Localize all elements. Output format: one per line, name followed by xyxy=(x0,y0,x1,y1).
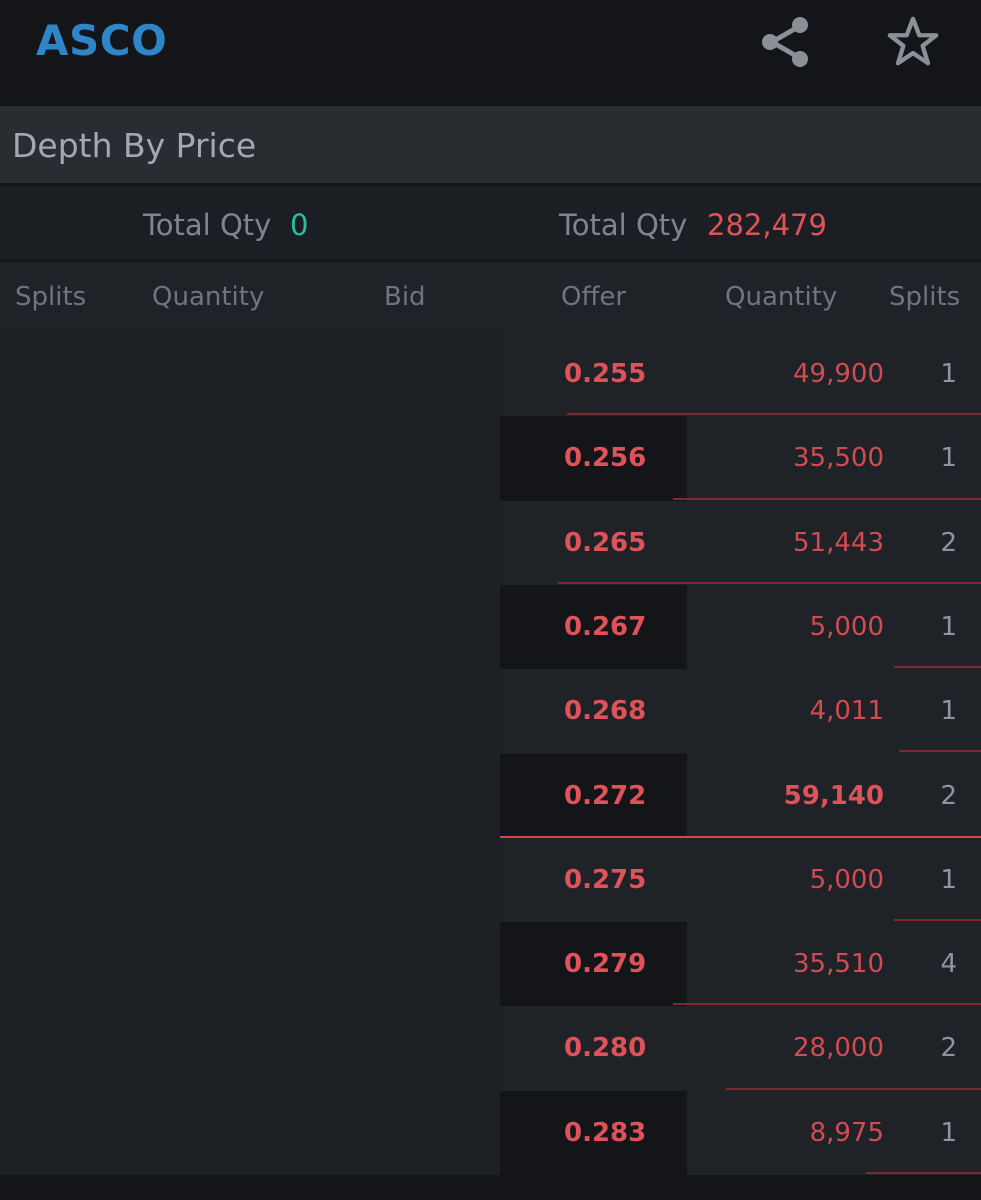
bid-quantity-header: Quantity xyxy=(152,282,265,312)
offer-price: 0.268 xyxy=(564,696,647,727)
offer-quantity-header: Quantity xyxy=(725,282,838,312)
offer-quantity-cell xyxy=(687,500,981,585)
bid-header: Bid xyxy=(384,282,426,312)
offer-quantity-cell xyxy=(687,584,981,670)
offer-price: 0.275 xyxy=(564,864,647,895)
offer-quantity: 28,000 xyxy=(793,1033,884,1064)
offer-price-cell xyxy=(500,669,687,754)
bid-splits-header: Splits xyxy=(15,282,87,312)
totals-bar: Total Qty 0 Total Qty 282,479 xyxy=(0,186,981,259)
offer-header: Offer xyxy=(561,282,627,312)
offer-splits-header: Splits xyxy=(889,282,961,312)
offer-splits: 1 xyxy=(940,1117,957,1148)
offer-depth-bar xyxy=(899,750,981,753)
footer-strip xyxy=(0,1175,981,1200)
offer-price-cell xyxy=(500,1006,687,1091)
offer-total-label: Total Qty xyxy=(559,208,688,242)
offer-depth-bar xyxy=(865,1171,981,1174)
offer-splits: 1 xyxy=(940,359,957,389)
offer-price: 0.267 xyxy=(564,611,647,642)
order-book: 0.255 49,900 1 0.256 35,500 1 0.265 51,443 2 0.26… xyxy=(0,332,981,1175)
share-button[interactable] xyxy=(758,14,814,70)
offer-row[interactable]: 0.268 4,011 1 xyxy=(500,669,981,754)
offer-quantity-cell xyxy=(687,1006,981,1091)
bid-total-label: Total Qty xyxy=(143,208,272,242)
offer-price: 0.279 xyxy=(564,949,647,980)
offer-row[interactable]: 0.283 8,975 1 xyxy=(500,1090,981,1175)
offer-price-cell xyxy=(500,416,687,501)
offer-price-cell xyxy=(500,922,687,1007)
offer-splits: 2 xyxy=(940,527,957,558)
offer-price-cell xyxy=(500,837,687,923)
offer-splits: 1 xyxy=(940,696,957,727)
favorite-button[interactable] xyxy=(885,14,941,70)
offer-quantity-cell xyxy=(687,669,981,754)
offer-price: 0.280 xyxy=(564,1033,647,1064)
offer-depth-bar xyxy=(500,835,981,839)
offer-quantity: 35,510 xyxy=(793,949,884,980)
offer-row[interactable]: 0.279 35,510 4 xyxy=(500,922,981,1007)
offer-price-cell xyxy=(500,753,687,838)
app-header: ASCO xyxy=(0,0,981,105)
offer-splits: 1 xyxy=(940,864,957,895)
offer-depth-bar xyxy=(673,497,981,500)
offer-row[interactable]: 0.272 59,140 2 xyxy=(500,753,981,839)
offer-quantity-cell xyxy=(687,753,981,838)
offer-quantity: 35,500 xyxy=(793,443,884,474)
offer-quantity: 49,900 xyxy=(793,359,884,389)
symbol-title: ASCO xyxy=(36,16,168,65)
offer-splits: 2 xyxy=(940,780,957,811)
offer-list: 0.255 49,900 1 0.256 35,500 1 0.265 51,443 2 0.26… xyxy=(500,332,981,1175)
offer-quantity: 5,000 xyxy=(809,611,884,642)
offer-row[interactable]: 0.255 49,900 1 xyxy=(500,332,981,417)
offer-splits: 1 xyxy=(940,611,957,642)
offer-quantity-cell xyxy=(687,922,981,1007)
bid-list xyxy=(0,332,500,1175)
offer-quantity-cell xyxy=(687,1090,981,1175)
offer-total-value: 282,479 xyxy=(707,208,827,242)
offer-splits: 2 xyxy=(940,1033,957,1064)
offer-depth-bar xyxy=(894,666,981,669)
offer-quantity: 8,975 xyxy=(809,1117,884,1148)
offer-price: 0.256 xyxy=(564,443,647,474)
offer-depth-bar xyxy=(894,919,981,922)
star-outline-icon xyxy=(887,16,939,66)
offer-price: 0.283 xyxy=(564,1117,647,1148)
offer-depth-bar xyxy=(567,413,981,416)
offer-quantity-cell xyxy=(687,837,981,923)
offer-price-cell xyxy=(500,584,687,670)
offer-depth-bar xyxy=(557,581,981,584)
offer-quantity: 4,011 xyxy=(809,696,884,727)
offer-quantity: 51,443 xyxy=(793,527,884,558)
offer-row[interactable]: 0.267 5,000 1 xyxy=(500,584,981,670)
offer-row[interactable]: 0.275 5,000 1 xyxy=(500,837,981,923)
offer-price: 0.255 xyxy=(564,359,647,389)
offer-splits: 4 xyxy=(940,949,957,980)
offer-row[interactable]: 0.256 35,500 1 xyxy=(500,416,981,501)
column-headers: Splits Quantity Bid Offer Quantity Split… xyxy=(0,262,981,332)
offer-depth-bar xyxy=(726,1087,981,1090)
bid-total-value: 0 xyxy=(290,208,309,242)
depth-section-header: Depth By Price xyxy=(0,106,981,183)
offer-price: 0.265 xyxy=(564,527,647,558)
offer-quantity: 59,140 xyxy=(783,780,884,811)
offer-depth-bar xyxy=(673,1003,981,1006)
offer-quantity: 5,000 xyxy=(809,864,884,895)
offer-quantity-cell xyxy=(687,416,981,501)
share-icon xyxy=(762,17,808,67)
section-title: Depth By Price xyxy=(12,126,257,165)
offer-price-cell xyxy=(500,500,687,585)
offer-row[interactable]: 0.280 28,000 2 xyxy=(500,1006,981,1091)
offer-price-cell xyxy=(500,1090,687,1175)
offer-row[interactable]: 0.265 51,443 2 xyxy=(500,500,981,585)
offer-price: 0.272 xyxy=(564,780,647,811)
offer-quantity-cell xyxy=(687,332,981,417)
offer-splits: 1 xyxy=(940,443,957,474)
offer-price-cell xyxy=(500,332,687,417)
